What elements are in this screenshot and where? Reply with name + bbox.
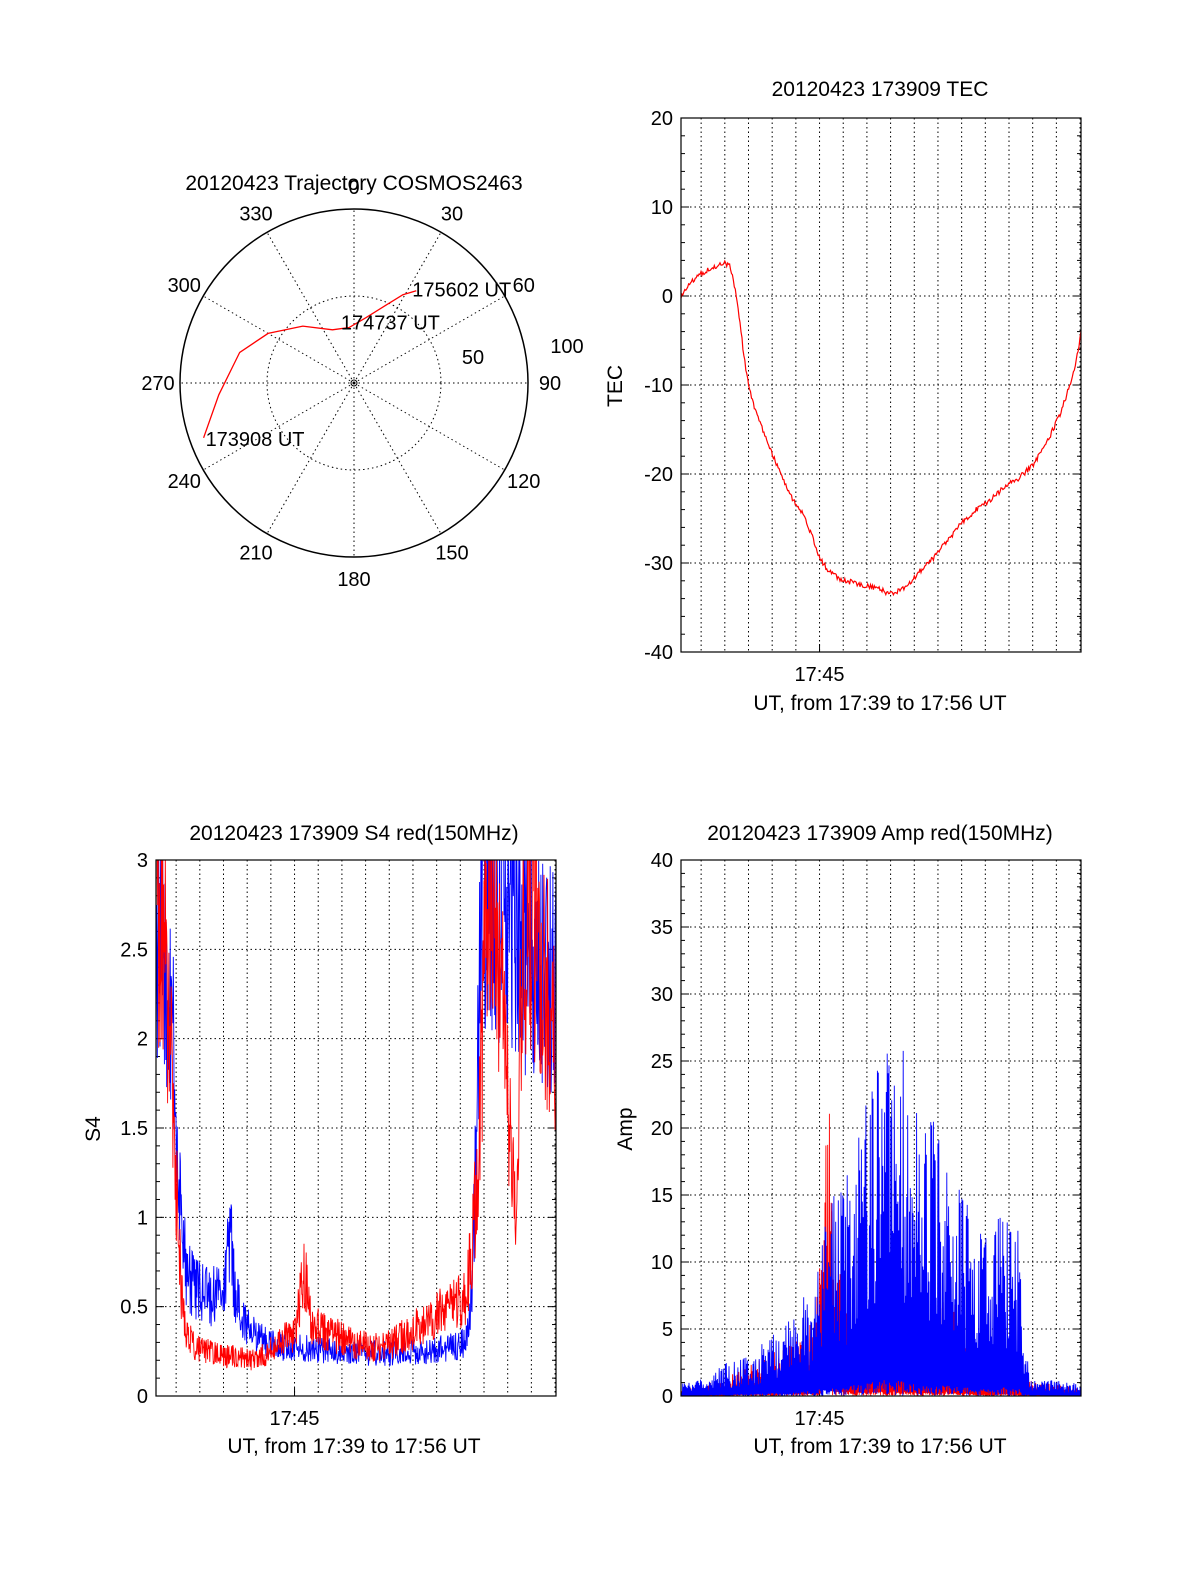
plot-frame (680, 117, 1082, 653)
tec-chart: 20120423 173909 TEC UT, from 17:39 to 17… (604, 78, 1082, 715)
azimuth-label-30: 30 (441, 203, 463, 225)
x-tick-label: 17:45 (795, 664, 845, 686)
amp-x-axis-label: UT, from 17:39 to 17:56 UT (753, 1435, 1006, 1458)
azimuth-label-270: 270 (141, 373, 174, 395)
y-tick-label: 20 (651, 1118, 673, 1140)
trajectory-annotation: 174737 UT (341, 313, 440, 335)
trajectory-annotation: 175602 UT (412, 280, 511, 302)
y-tick-label: -20 (644, 464, 673, 486)
y-tick-label: 1 (137, 1207, 148, 1229)
polar-ring-50 (266, 295, 442, 471)
amp-chart-title: 20120423 173909 Amp red(150MHz) (707, 822, 1053, 845)
radius-label-100: 100 (550, 336, 583, 358)
s4-chart-title: 20120423 173909 S4 red(150MHz) (189, 822, 518, 845)
s4-x-axis-label: UT, from 17:39 to 17:56 UT (227, 1435, 480, 1458)
y-tick-label: 3 (137, 850, 148, 872)
azimuth-label-180: 180 (337, 569, 370, 591)
blue-series-line (681, 1050, 1081, 1396)
red-series-line (156, 860, 556, 1371)
y-tick-label: 10 (651, 1252, 673, 1274)
y-tick-label: 2 (137, 1029, 148, 1051)
y-tick-label: -10 (644, 375, 673, 397)
s4-y-axis-label: S4 (82, 1116, 105, 1142)
azimuth-label-120: 120 (507, 471, 540, 493)
azimuth-label-330: 330 (239, 203, 272, 225)
x-tick-label: 17:45 (795, 1408, 845, 1430)
y-tick-label: 0 (662, 1386, 673, 1408)
y-tick-label: 40 (651, 850, 673, 872)
azimuth-label-0: 0 (348, 177, 359, 199)
y-tick-label: 0 (662, 286, 673, 308)
red-series-line (681, 259, 1081, 597)
x-tick-label: 17:45 (270, 1408, 320, 1430)
y-tick-label: 20 (651, 108, 673, 130)
y-tick-label: 0 (137, 1386, 148, 1408)
azimuth-label-210: 210 (239, 543, 272, 565)
s4-chart: 20120423 173909 S4 red(150MHz) UT, from … (82, 822, 557, 1458)
plot-frame (680, 859, 1082, 1397)
y-tick-label: 1.5 (120, 1118, 148, 1140)
y-tick-label: 15 (651, 1185, 673, 1207)
azimuth-label-60: 60 (513, 275, 535, 297)
azimuth-label-300: 300 (168, 275, 201, 297)
trajectory-polar-chart: 20120423 Trajectory COSMOS2463 0 30 60 90 12… (141, 172, 583, 591)
amp-y-axis-label: Amp (614, 1107, 637, 1150)
y-tick-label: 5 (662, 1319, 673, 1341)
polar-center (350, 379, 358, 387)
y-tick-label: -30 (644, 553, 673, 575)
tec-chart-title: 20120423 173909 TEC (772, 78, 989, 101)
polar-spoke-300 (203, 295, 355, 384)
y-tick-label: 10 (651, 197, 673, 219)
tec-x-axis-label: UT, from 17:39 to 17:56 UT (753, 692, 1006, 715)
y-tick-label: 2.5 (120, 939, 148, 961)
trajectory-line (202, 290, 417, 439)
y-tick-label: -40 (644, 642, 673, 664)
plot-frame (155, 859, 557, 1397)
y-tick-label: 25 (651, 1051, 673, 1073)
radius-label-50: 50 (462, 347, 484, 369)
trajectory-annotation: 173908 UT (206, 429, 305, 451)
azimuth-label-240: 240 (168, 471, 201, 493)
azimuth-label-150: 150 (435, 543, 468, 565)
polar-spoke-210 (266, 382, 355, 534)
y-tick-label: 35 (651, 917, 673, 939)
polar-spoke-330 (266, 232, 355, 384)
amp-chart: 20120423 173909 Amp red(150MHz) UT, from… (614, 822, 1082, 1458)
polar-spoke-240 (203, 382, 355, 471)
tec-y-axis-label: TEC (604, 365, 627, 407)
polar-outer-ring (179, 208, 529, 558)
azimuth-label-90: 90 (539, 373, 561, 395)
polar-chart-title: 20120423 Trajectory COSMOS2463 (185, 172, 522, 195)
y-tick-label: 0.5 (120, 1297, 148, 1319)
y-tick-label: 30 (651, 984, 673, 1006)
